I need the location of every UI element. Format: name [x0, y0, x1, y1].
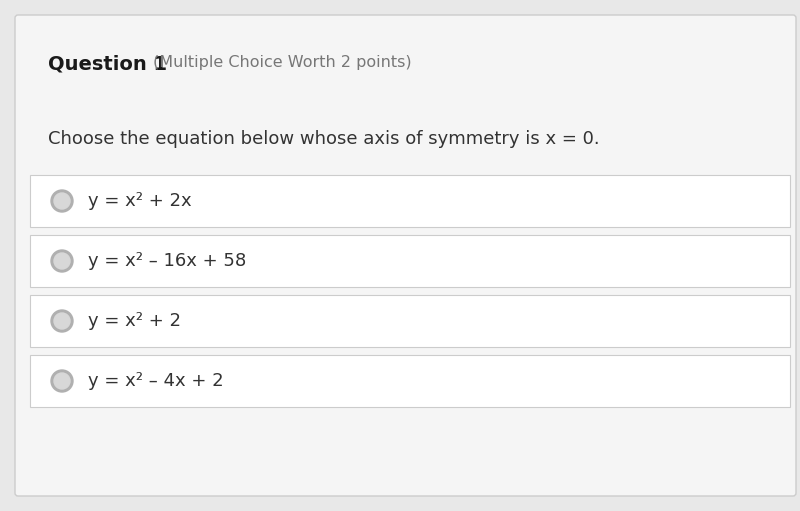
FancyBboxPatch shape [30, 175, 790, 227]
Text: y = x² – 16x + 58: y = x² – 16x + 58 [88, 252, 246, 270]
Circle shape [54, 253, 70, 269]
Text: (Multiple Choice Worth 2 points): (Multiple Choice Worth 2 points) [153, 55, 412, 70]
Circle shape [51, 310, 73, 332]
Text: y = x² + 2: y = x² + 2 [88, 312, 181, 330]
FancyBboxPatch shape [30, 355, 790, 407]
Text: Choose the equation below whose axis of symmetry is x = 0.: Choose the equation below whose axis of … [48, 130, 600, 148]
Text: y = x² + 2x: y = x² + 2x [88, 192, 192, 210]
FancyBboxPatch shape [15, 15, 796, 496]
FancyBboxPatch shape [30, 295, 790, 347]
Text: Question 1: Question 1 [48, 55, 167, 74]
FancyBboxPatch shape [30, 235, 790, 287]
Text: y = x² – 4x + 2: y = x² – 4x + 2 [88, 372, 224, 390]
Circle shape [51, 370, 73, 392]
Circle shape [54, 313, 70, 329]
Circle shape [54, 373, 70, 389]
Circle shape [51, 190, 73, 212]
Circle shape [54, 193, 70, 209]
Circle shape [51, 250, 73, 272]
